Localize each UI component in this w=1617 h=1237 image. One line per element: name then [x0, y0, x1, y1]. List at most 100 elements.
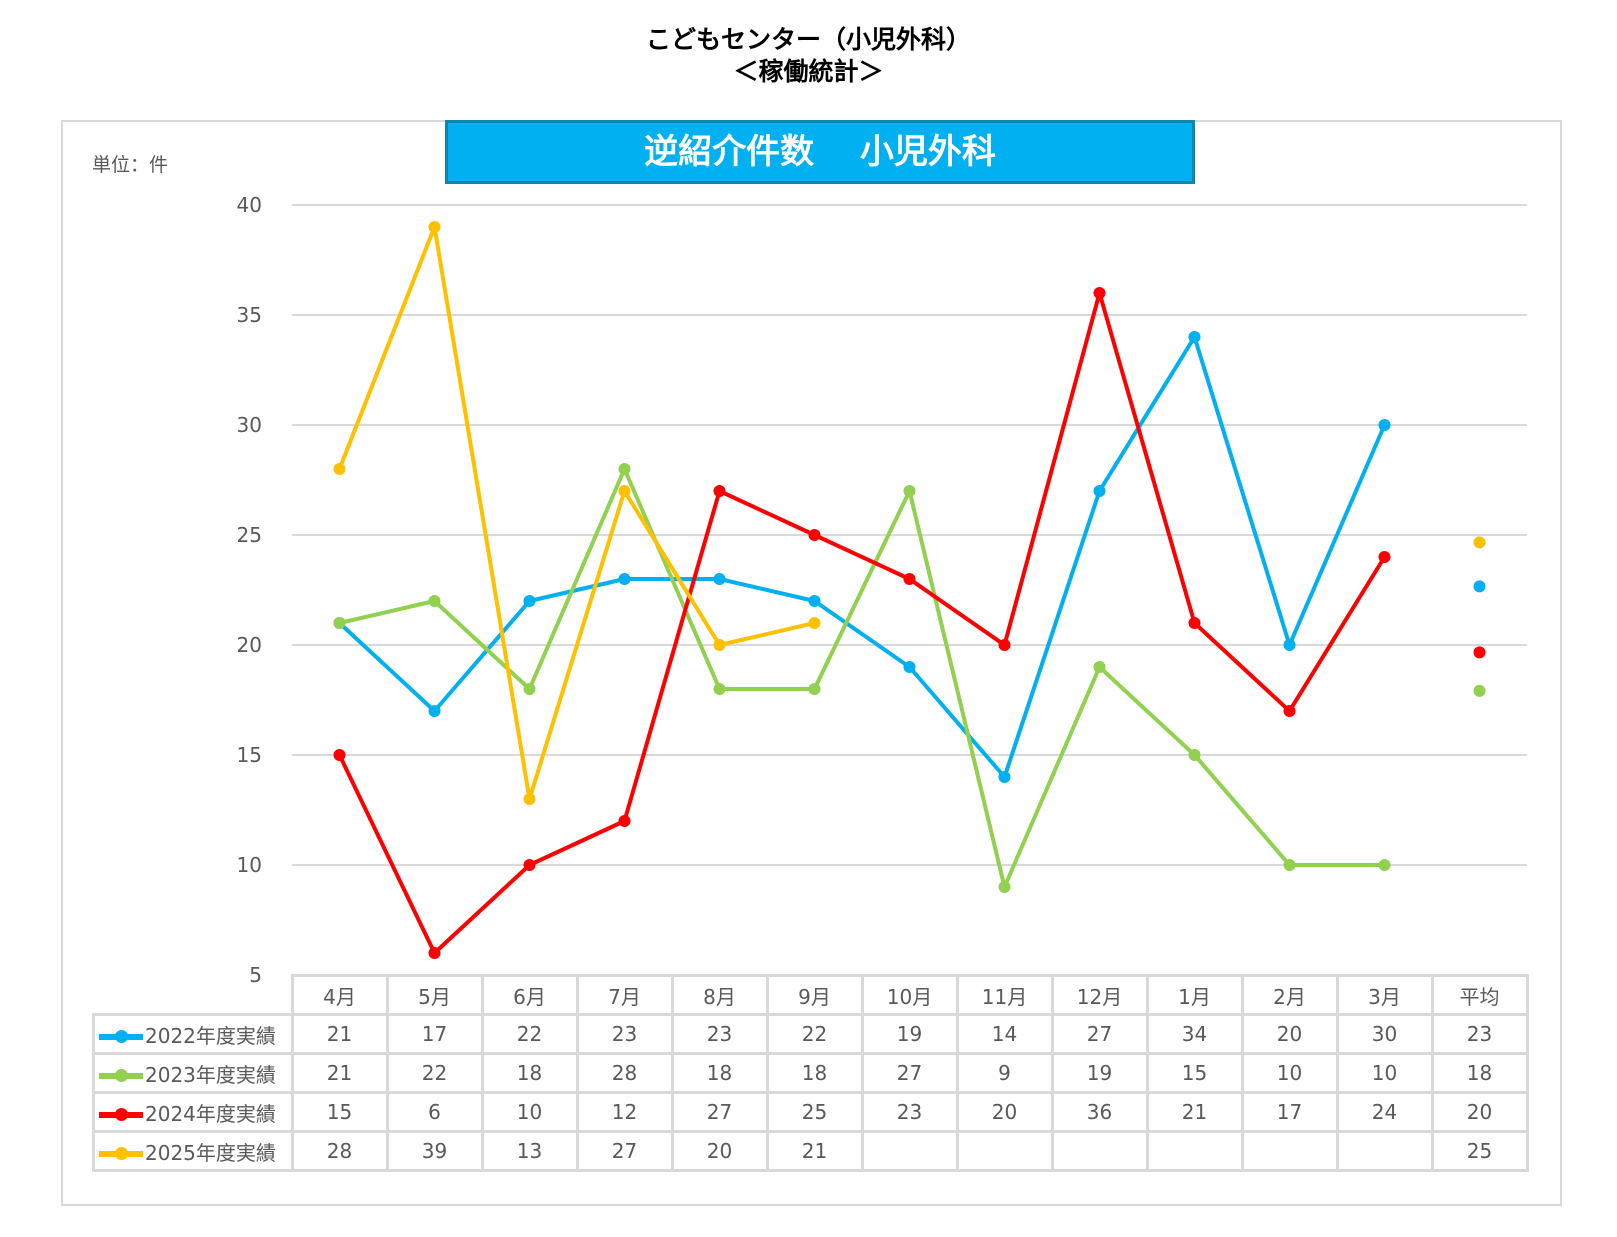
y-tick-label: 10 [237, 853, 262, 877]
table-cell: 28 [290, 1130, 389, 1172]
legend-entry: 2025年度実績 [92, 1130, 294, 1172]
column-header: 2月 [1240, 974, 1339, 1016]
table-corner [94, 976, 293, 1015]
data-point [1283, 705, 1296, 717]
data-point [333, 617, 346, 629]
data-point [618, 463, 631, 475]
table-cell: 27 [1050, 1013, 1149, 1055]
table-cell: 21 [765, 1130, 864, 1172]
table-row: 2025年度実績 28 39 13 27 20 21 25 [92, 1130, 1529, 1172]
data-point [808, 617, 821, 629]
legend-marker-icon [99, 1147, 143, 1160]
table-cell: 24 [1335, 1091, 1434, 1133]
average-point [1473, 684, 1486, 697]
data-point [1283, 639, 1296, 651]
legend-marker-icon [99, 1030, 143, 1043]
table-cell: 27 [575, 1130, 674, 1172]
column-header: 5月 [385, 974, 484, 1016]
data-point [428, 221, 441, 233]
table-cell: 27 [860, 1052, 959, 1094]
table-row: 2022年度実績 21 17 22 23 23 22 19 14 27 34 20 30 23 [92, 1013, 1529, 1055]
table-cell: 27 [670, 1091, 769, 1133]
table-cell: 10 [480, 1091, 579, 1133]
table-cell: 30 [1335, 1013, 1434, 1055]
table-cell: 28 [575, 1052, 674, 1094]
data-point [903, 661, 916, 673]
table-cell: 6 [385, 1091, 484, 1133]
table-cell: 22 [765, 1013, 864, 1055]
column-header: 8月 [670, 974, 769, 1016]
chart-title: 逆紹介件数 小児外科 [445, 120, 1195, 184]
table-cell: 20 [670, 1130, 769, 1172]
table-cell: 39 [385, 1130, 484, 1172]
series-name: 2024年度実績 [145, 1101, 276, 1126]
data-point [713, 485, 726, 497]
data-point [618, 815, 631, 827]
data-point [1378, 859, 1391, 871]
table-cell: 20 [1240, 1013, 1339, 1055]
data-point [618, 573, 631, 585]
table-cell-average: 25 [1430, 1130, 1529, 1172]
table-cell [1050, 1130, 1149, 1172]
average-point [1473, 646, 1486, 659]
data-point [808, 595, 821, 607]
table-cell-average: 18 [1430, 1052, 1529, 1094]
data-point [1188, 617, 1201, 629]
column-header: 12月 [1050, 974, 1149, 1016]
table-cell [1240, 1130, 1339, 1172]
data-point [808, 529, 821, 541]
page-title: こどもセンター（小児外科） [645, 25, 971, 54]
column-header-average: 平均 [1430, 974, 1529, 1016]
table-cell: 15 [1145, 1052, 1244, 1094]
data-point [1283, 859, 1296, 871]
table-cell: 23 [860, 1091, 959, 1133]
table-cell: 21 [290, 1052, 389, 1094]
y-tick-label: 35 [237, 303, 262, 327]
table-cell: 21 [290, 1013, 389, 1055]
data-point [428, 705, 441, 717]
data-point [998, 881, 1011, 893]
data-point [428, 947, 441, 959]
series-name: 2023年度実績 [145, 1062, 276, 1087]
series-line [337, 291, 1387, 955]
data-point [1188, 331, 1201, 343]
series-name: 2022年度実績 [145, 1023, 276, 1048]
table-cell: 12 [575, 1091, 674, 1133]
table-cell [955, 1130, 1054, 1172]
table-cell: 18 [480, 1052, 579, 1094]
table-cell-average: 20 [1430, 1091, 1529, 1133]
data-point [1188, 749, 1201, 761]
data-point [998, 771, 1011, 783]
column-header: 1月 [1145, 974, 1244, 1016]
legend-marker-icon [99, 1069, 143, 1082]
data-point [618, 485, 631, 497]
table-cell [860, 1130, 959, 1172]
series-line [338, 335, 1387, 779]
column-header: 7月 [575, 974, 674, 1016]
column-header: 10月 [860, 974, 959, 1016]
table-cell: 9 [955, 1052, 1054, 1094]
data-point [713, 683, 726, 695]
table-cell-average: 23 [1430, 1013, 1529, 1055]
table-cell: 18 [670, 1052, 769, 1094]
column-header: 3月 [1335, 974, 1434, 1016]
table-cell: 19 [1050, 1052, 1149, 1094]
page-subtitle: ＜稼働統計＞ [733, 57, 884, 86]
data-point [523, 595, 536, 607]
table-row: 2023年度実績 21 22 18 28 18 18 27 9 19 15 10 10 18 [92, 1052, 1529, 1094]
data-point [1093, 485, 1106, 497]
table-cell: 34 [1145, 1013, 1244, 1055]
y-tick-label: 40 [237, 193, 262, 217]
y-tick-label: 30 [237, 413, 262, 437]
table-cell: 15 [290, 1091, 389, 1133]
table-cell: 10 [1240, 1052, 1339, 1094]
table-cell: 25 [765, 1091, 864, 1133]
data-point [903, 573, 916, 585]
average-point [1473, 580, 1486, 593]
legend-entry: 2022年度実績 [92, 1013, 294, 1055]
data-point [428, 595, 441, 607]
legend-entry: 2023年度実績 [92, 1052, 294, 1094]
data-point [713, 639, 726, 651]
average-point [1473, 536, 1486, 549]
column-header: 4月 [290, 974, 389, 1016]
